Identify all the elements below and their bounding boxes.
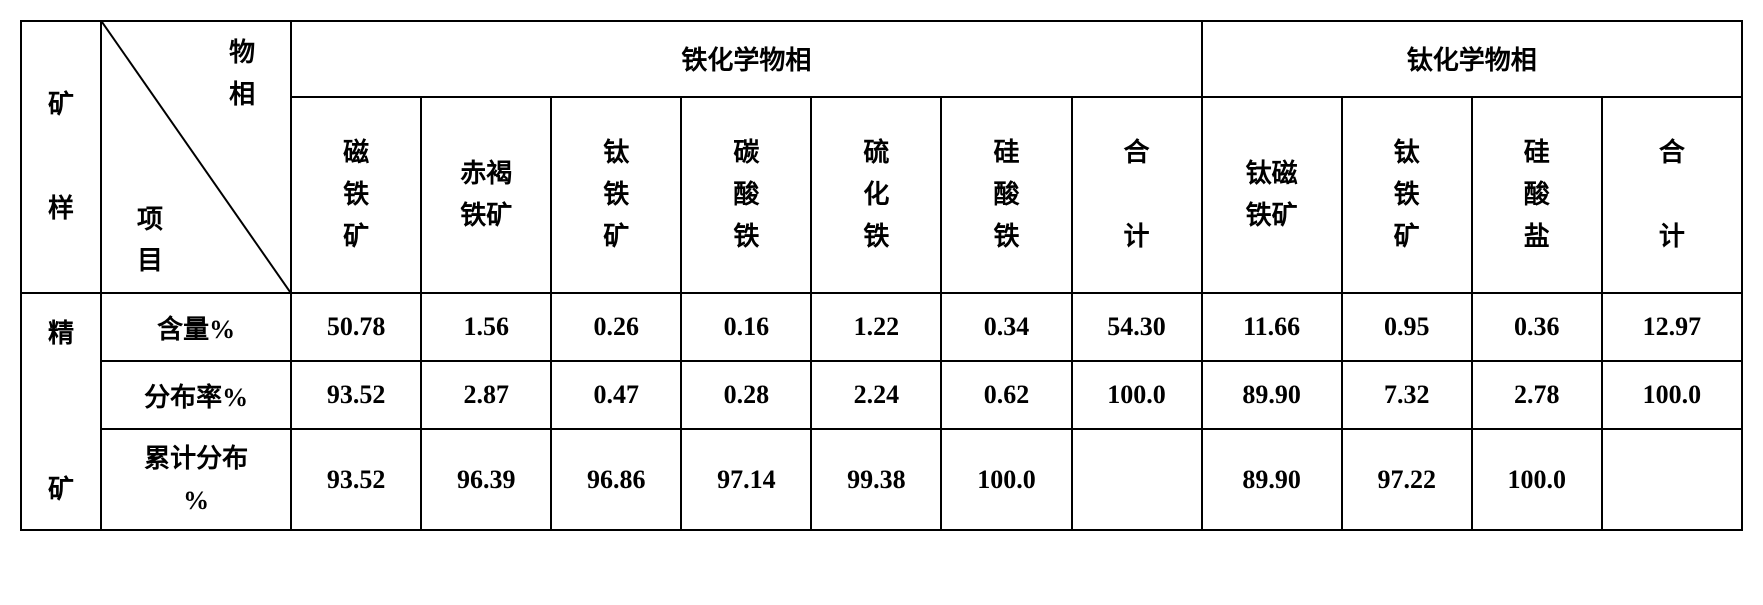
col-ilmenite-fe: 钛铁矿: [551, 97, 681, 293]
row-label-content: 含量%: [101, 293, 291, 361]
table-cell: 100.0: [1602, 361, 1742, 429]
table-cell: 1.22: [811, 293, 941, 361]
table-cell: [1072, 429, 1202, 530]
table-cell: 0.95: [1342, 293, 1472, 361]
phase-item-header: 物 相 项 目: [101, 21, 291, 293]
table-cell: 96.86: [551, 429, 681, 530]
concentrate-label: 精 矿: [21, 293, 101, 530]
table-cell: 0.36: [1472, 293, 1602, 361]
table-cell: 0.47: [551, 361, 681, 429]
table-cell: 0.28: [681, 361, 811, 429]
col-carbonate-fe: 碳酸铁: [681, 97, 811, 293]
col-total-ti: 合 计: [1602, 97, 1742, 293]
iron-phase-group: 铁化学物相: [291, 21, 1201, 97]
table-cell: 0.34: [941, 293, 1071, 361]
table-cell: [1602, 429, 1742, 530]
table-cell: 100.0: [1472, 429, 1602, 530]
item-label-l1: 项: [137, 205, 163, 234]
col-total-fe: 合 计: [1072, 97, 1202, 293]
table-cell: 97.22: [1342, 429, 1472, 530]
table-cell: 0.62: [941, 361, 1071, 429]
concentrate-l2: 矿: [48, 475, 74, 504]
table-cell: 2.78: [1472, 361, 1602, 429]
table-cell: 2.24: [811, 361, 941, 429]
table-cell: 2.87: [421, 361, 551, 429]
phase-label-l2: 相: [229, 80, 255, 109]
table-cell: 11.66: [1202, 293, 1342, 361]
table-cell: 89.90: [1202, 361, 1342, 429]
table-cell: 96.39: [421, 429, 551, 530]
table-cell: 0.16: [681, 293, 811, 361]
phase-analysis-table: 矿 样 物 相 项 目 铁化学物相 钛化学物相: [20, 20, 1743, 531]
sample-header-l2: 样: [48, 194, 74, 223]
table-cell: 99.38: [811, 429, 941, 530]
table-cell: 0.26: [551, 293, 681, 361]
col-magnetite: 磁铁矿: [291, 97, 421, 293]
table-cell: 7.32: [1342, 361, 1472, 429]
item-label-l2: 目: [137, 246, 163, 275]
table-cell: 89.90: [1202, 429, 1342, 530]
table-cell: 93.52: [291, 429, 421, 530]
table-cell: 100.0: [1072, 361, 1202, 429]
col-sulfide-fe: 硫化铁: [811, 97, 941, 293]
table-cell: 93.52: [291, 361, 421, 429]
table-cell: 50.78: [291, 293, 421, 361]
table-cell: 97.14: [681, 429, 811, 530]
col-hematite: 赤褐铁矿: [421, 97, 551, 293]
table-cell: 12.97: [1602, 293, 1742, 361]
col-titanomagnetite: 钛磁铁矿: [1202, 97, 1342, 293]
col-ilmenite-ti: 钛铁矿: [1342, 97, 1472, 293]
col-silicate-fe: 硅酸铁: [941, 97, 1071, 293]
row-label-distribution: 分布率%: [101, 361, 291, 429]
table-cell: 1.56: [421, 293, 551, 361]
table-cell: 54.30: [1072, 293, 1202, 361]
col-silicate-ti: 硅酸盐: [1472, 97, 1602, 293]
sample-header-l1: 矿: [48, 90, 74, 119]
table-cell: 100.0: [941, 429, 1071, 530]
sample-header: 矿 样: [21, 21, 101, 293]
titanium-phase-group: 钛化学物相: [1202, 21, 1742, 97]
phase-label-l1: 物: [229, 38, 255, 67]
concentrate-l1: 精: [48, 319, 74, 348]
row-label-cumulative: 累计分布%: [101, 429, 291, 530]
